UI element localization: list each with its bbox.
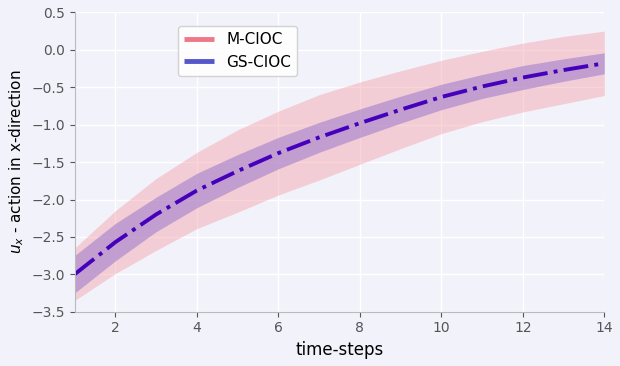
Legend: M-CIOC, GS-CIOC: M-CIOC, GS-CIOC: [177, 26, 298, 76]
Y-axis label: $u_x$ - action in x-direction: $u_x$ - action in x-direction: [7, 70, 25, 254]
X-axis label: time-steps: time-steps: [295, 341, 384, 359]
